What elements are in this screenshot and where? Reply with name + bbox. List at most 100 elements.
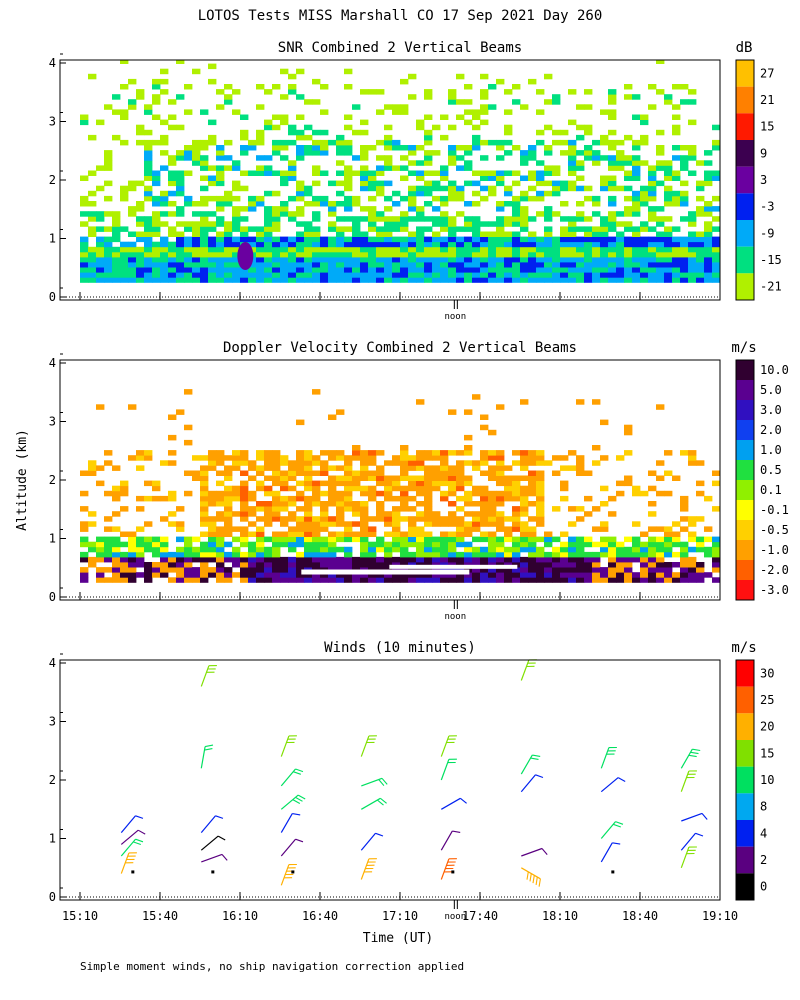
snr-cell bbox=[368, 236, 377, 243]
snr-cell bbox=[296, 262, 305, 268]
velocity-cell bbox=[448, 536, 457, 543]
snr-cell bbox=[144, 109, 153, 115]
snr-cell bbox=[392, 139, 401, 146]
snr-cell bbox=[208, 267, 217, 273]
velocity-cell bbox=[312, 521, 321, 527]
velocity-cell bbox=[336, 521, 345, 527]
snr-cell bbox=[592, 251, 601, 258]
velocity-cell bbox=[504, 567, 513, 573]
snr-cell bbox=[88, 211, 97, 217]
velocity-cell bbox=[384, 460, 393, 466]
snr-cell bbox=[568, 150, 577, 156]
snr-cell bbox=[424, 226, 433, 232]
velocity-cell bbox=[392, 506, 401, 512]
snr-cell bbox=[232, 160, 241, 166]
velocity-cell bbox=[264, 556, 273, 563]
snr-cell bbox=[96, 165, 105, 171]
snr-cell bbox=[256, 251, 265, 258]
velocity-cell bbox=[296, 551, 305, 558]
snr-cell bbox=[608, 216, 617, 222]
snr-cell bbox=[616, 277, 625, 283]
wind-barb-shaft bbox=[280, 794, 299, 810]
snr-cell bbox=[392, 256, 401, 263]
snr-cell bbox=[680, 165, 689, 171]
snr-cell bbox=[544, 267, 553, 273]
snr-cell bbox=[248, 236, 257, 243]
velocity-cell bbox=[88, 511, 97, 517]
colorbar-swatch bbox=[736, 166, 754, 194]
snr-cell bbox=[360, 206, 369, 212]
snr-cell bbox=[168, 114, 177, 120]
snr-cell bbox=[528, 267, 537, 273]
snr-cell bbox=[680, 190, 689, 197]
velocity-cell bbox=[496, 495, 505, 502]
snr-cell bbox=[448, 262, 457, 268]
velocity-cell bbox=[480, 424, 489, 431]
velocity-cell bbox=[424, 506, 433, 512]
snr-cell bbox=[272, 262, 281, 268]
snr-cell bbox=[104, 195, 113, 202]
velocity-cell bbox=[224, 577, 233, 583]
velocity-cell bbox=[488, 475, 497, 481]
snr-cell bbox=[128, 104, 137, 110]
snr-cell bbox=[496, 201, 505, 207]
velocity-cell bbox=[256, 465, 265, 471]
snr-cell bbox=[560, 256, 569, 263]
snr-cell bbox=[200, 226, 209, 232]
velocity-cell bbox=[448, 450, 457, 456]
velocity-cell bbox=[440, 495, 449, 502]
snr-cell bbox=[152, 272, 161, 278]
velocity-cell bbox=[424, 521, 433, 527]
velocity-cell bbox=[256, 485, 265, 492]
wind-barb-shaft bbox=[440, 858, 450, 880]
velocity-cell bbox=[272, 567, 281, 573]
velocity-cell bbox=[360, 485, 369, 492]
velocity-cell bbox=[280, 572, 289, 578]
velocity-cell bbox=[272, 460, 281, 466]
velocity-cell bbox=[248, 495, 257, 502]
snr-cell bbox=[88, 134, 97, 141]
velocity-cell bbox=[664, 541, 673, 548]
velocity-cell bbox=[208, 455, 217, 461]
snr-cell bbox=[352, 262, 361, 268]
snr-cell bbox=[480, 241, 489, 248]
snr-cell bbox=[480, 272, 489, 278]
colorbar-swatch bbox=[736, 380, 754, 400]
snr-cell bbox=[632, 206, 641, 212]
snr-cell bbox=[664, 170, 673, 176]
snr-cell bbox=[344, 195, 353, 202]
velocity-cell bbox=[520, 572, 529, 578]
velocity-cell bbox=[272, 501, 281, 507]
snr-cell bbox=[408, 145, 417, 151]
snr-cell bbox=[688, 267, 697, 273]
snr-cell bbox=[488, 251, 497, 258]
snr-cell bbox=[320, 256, 329, 263]
snr-cell bbox=[688, 262, 697, 268]
snr-cell bbox=[432, 185, 441, 192]
velocity-cell bbox=[632, 541, 641, 548]
snr-cell bbox=[232, 236, 241, 243]
velocity-cell bbox=[280, 495, 289, 502]
velocity-cell bbox=[480, 511, 489, 517]
wind-barb-shaft bbox=[440, 830, 453, 851]
velocity-heatmap bbox=[80, 389, 720, 583]
y-tick-label: 0 bbox=[49, 890, 56, 904]
snr-cell bbox=[280, 114, 289, 120]
velocity-cell bbox=[696, 567, 705, 573]
snr-cell bbox=[80, 256, 89, 263]
snr-cell bbox=[264, 256, 273, 263]
velocity-cell bbox=[520, 531, 529, 537]
snr-cell bbox=[208, 262, 217, 268]
velocity-cell bbox=[248, 465, 257, 471]
velocity-cell bbox=[536, 495, 545, 502]
velocity-cell bbox=[616, 541, 625, 548]
velocity-cell bbox=[536, 536, 545, 543]
snr-cell bbox=[272, 150, 281, 156]
velocity-cell bbox=[232, 536, 241, 543]
snr-cell bbox=[200, 175, 209, 181]
snr-cell bbox=[632, 236, 641, 243]
snr-cell bbox=[88, 272, 97, 278]
velocity-cell bbox=[256, 470, 265, 476]
snr-cell bbox=[152, 139, 161, 146]
velocity-cell bbox=[448, 511, 457, 517]
